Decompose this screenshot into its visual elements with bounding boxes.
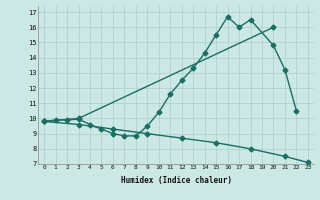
- X-axis label: Humidex (Indice chaleur): Humidex (Indice chaleur): [121, 176, 231, 185]
